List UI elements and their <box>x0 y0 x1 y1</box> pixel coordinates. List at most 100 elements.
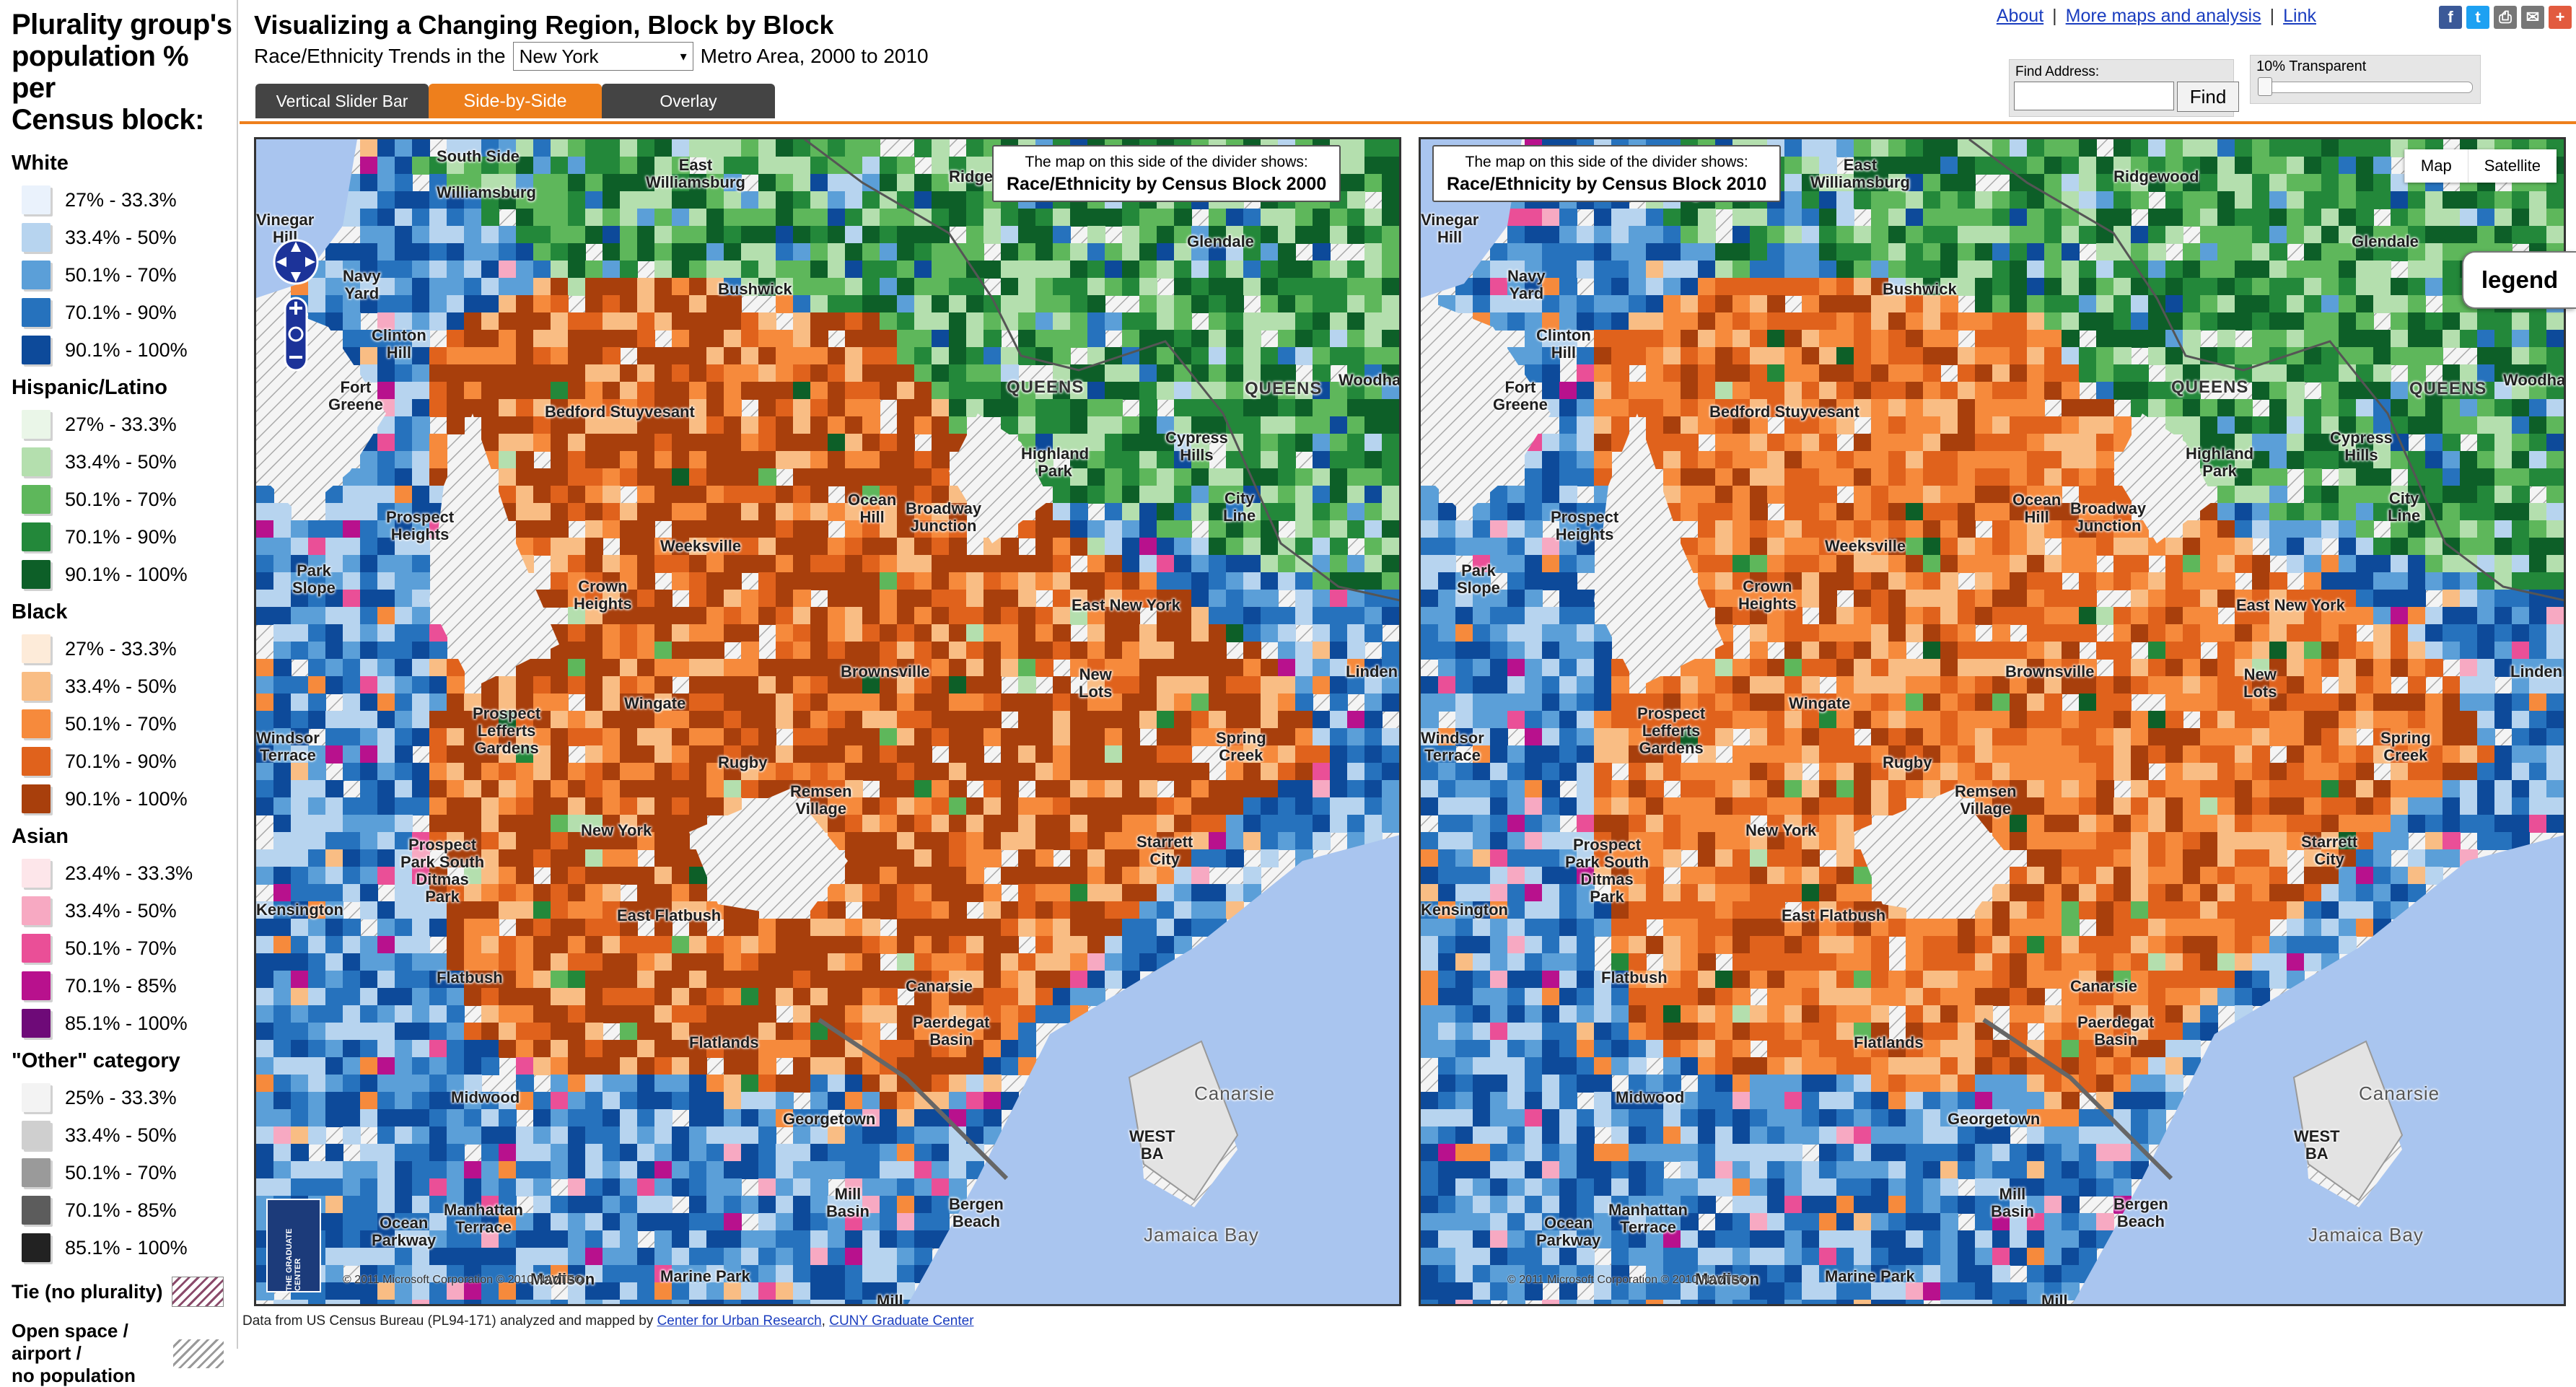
legend-swatch <box>22 410 51 439</box>
legend-swatch <box>22 447 51 476</box>
legend-row: 70.1% - 90% <box>12 743 237 780</box>
legend-swatch <box>22 896 51 925</box>
legend-swatch <box>22 934 51 963</box>
place-label: Bushwick <box>718 281 792 298</box>
legend-row: 90.1% - 100% <box>12 780 237 818</box>
legend-range-label: 33.4% - 50% <box>65 1124 177 1147</box>
place-label: East New York <box>2236 597 2345 614</box>
transparency-slider-handle[interactable] <box>2258 77 2272 96</box>
map-type-satellite-button[interactable]: Satellite <box>2468 149 2557 183</box>
open-space-swatch <box>173 1339 224 1368</box>
map-2010-tiles <box>1421 139 2566 1306</box>
legend-row: 33.4% - 50% <box>12 443 237 481</box>
footer: Data from US Census Bureau (PL94-171) an… <box>242 1313 974 1329</box>
place-label: Canarsie <box>2359 1085 2440 1102</box>
find-address-box: Find Address: Find <box>2009 59 2234 117</box>
legend-row: 50.1% - 70% <box>12 481 237 518</box>
legend-row: 25% - 33.3% <box>12 1079 237 1116</box>
legend-row: 33.4% - 50% <box>12 219 237 256</box>
legend-swatch <box>22 1009 51 1038</box>
legend-swatch <box>22 1083 51 1112</box>
map-2000[interactable]: South SideEastWilliamsburgWilliamsburgRi… <box>254 137 1401 1306</box>
legend-range-label: 33.4% - 50% <box>65 675 177 698</box>
legend-swatch <box>22 223 51 252</box>
tab-vertical-slider[interactable]: Vertical Slider Bar <box>255 84 429 118</box>
legend-swatch <box>22 485 51 514</box>
legend-range-label: 27% - 33.3% <box>65 189 177 211</box>
legend-toggle-button[interactable]: legend <box>2462 251 2576 309</box>
share-icon[interactable]: + <box>2549 6 2572 29</box>
legend-row: 33.4% - 50% <box>12 892 237 929</box>
facebook-icon[interactable]: f <box>2439 6 2462 29</box>
about-link[interactable]: About <box>1997 6 2043 26</box>
graduate-center-logo: THE GRADUATE CENTER <box>266 1199 321 1292</box>
tie-swatch <box>172 1277 224 1307</box>
subtitle: Race/Ethnicity Trends in the New York ▾ … <box>254 42 929 71</box>
place-label: Wingate <box>1789 695 1850 712</box>
legend-range-label: 50.1% - 70% <box>65 489 177 511</box>
link-link[interactable]: Link <box>2283 6 2316 26</box>
legend-panel: Plurality group's population % per Censu… <box>0 0 238 1349</box>
transparency-slider-track[interactable] <box>2258 82 2473 93</box>
pan-zoom-control[interactable] <box>271 226 321 385</box>
legend-row: 70.1% - 90% <box>12 518 237 556</box>
place-label: Jamaica Bay <box>1144 1226 1259 1243</box>
place-label: Canarsie <box>1194 1085 1275 1102</box>
legend-range-label: 70.1% - 85% <box>65 975 177 997</box>
legend-row: 23.4% - 33.3% <box>12 854 237 892</box>
place-label: Glendale <box>2352 233 2419 250</box>
map-type-map-button[interactable]: Map <box>2404 149 2468 183</box>
place-label: Glendale <box>1187 233 1254 250</box>
place-label: Linden <box>1346 663 1398 681</box>
place-label: Jamaica Bay <box>2308 1226 2424 1243</box>
legend-swatch <box>22 1158 51 1187</box>
legend-swatch <box>22 560 51 589</box>
twitter-icon[interactable]: t <box>2466 6 2489 29</box>
header: Visualizing a Changing Region, Block by … <box>240 0 2576 124</box>
legend-row: 85.1% - 100% <box>12 1005 237 1042</box>
place-label: New York <box>581 822 652 839</box>
place-label: Georgetown <box>1948 1111 2040 1128</box>
map-2010[interactable]: South SideEastWilliamsburgWilliamsburgRi… <box>1419 137 2566 1306</box>
place-label: Brownsville <box>2005 663 2094 681</box>
tab-side-by-side[interactable]: Side-by-Side <box>429 84 602 118</box>
place-label: Canarsie <box>2070 978 2137 995</box>
legend-range-label: 33.4% - 50% <box>65 451 177 473</box>
legend-swatch <box>22 522 51 551</box>
find-address-input[interactable] <box>2014 82 2174 110</box>
place-label: Georgetown <box>783 1111 875 1128</box>
place-label: Wingate <box>624 695 685 712</box>
legend-row: 50.1% - 70% <box>12 929 237 967</box>
legend-group-title: Asian <box>12 825 237 849</box>
legend-range-label: 23.4% - 33.3% <box>65 862 193 885</box>
find-button[interactable]: Find <box>2177 82 2239 112</box>
legend-swatch <box>22 859 51 888</box>
place-label: East Flatbush <box>617 907 721 924</box>
legend-range-label: 70.1% - 90% <box>65 302 177 324</box>
tab-overlay[interactable]: Overlay <box>602 84 775 118</box>
more-maps-link[interactable]: More maps and analysis <box>2066 6 2261 26</box>
legend-row: 90.1% - 100% <box>12 556 237 593</box>
place-label: Weeksville <box>1825 538 1906 555</box>
email-icon[interactable]: ✉ <box>2521 6 2544 29</box>
print-icon[interactable]: ⎙ <box>2494 6 2517 29</box>
legend-row: 27% - 33.3% <box>12 181 237 219</box>
metro-area-select[interactable]: New York ▾ <box>513 42 693 71</box>
cur-link[interactable]: Center for Urban Research <box>657 1313 822 1329</box>
place-label: QUEENS <box>1245 380 1322 398</box>
cuny-link[interactable]: CUNY Graduate Center <box>829 1313 973 1329</box>
